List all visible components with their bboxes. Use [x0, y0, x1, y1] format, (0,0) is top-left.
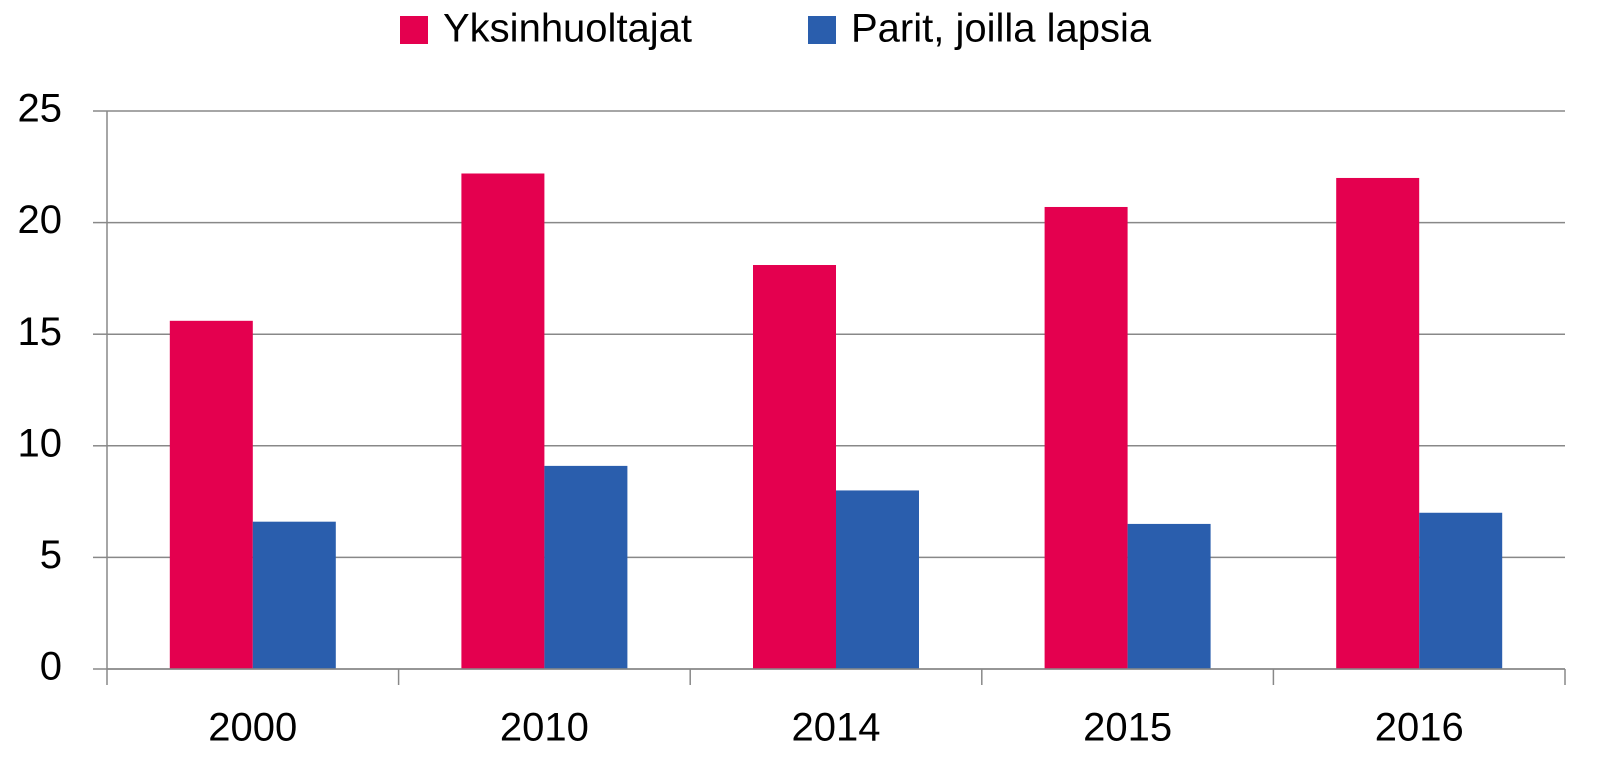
bar: [753, 265, 836, 669]
bar: [1127, 523, 1211, 669]
x-tick-label: 2015: [1083, 706, 1172, 750]
legend-swatch: [808, 16, 836, 44]
x-tick-label: 2010: [500, 706, 589, 750]
y-tick-label: 0: [40, 645, 62, 689]
bar: [836, 490, 919, 669]
legend-swatch: [400, 16, 428, 44]
bar: [252, 521, 336, 669]
legend-label: Parit, joilla lapsia: [851, 7, 1152, 51]
bar: [544, 465, 628, 669]
x-tick-label: 2000: [208, 706, 297, 750]
bar: [461, 173, 545, 669]
y-tick-label: 5: [40, 533, 62, 577]
y-tick-label: 20: [18, 198, 63, 242]
x-tick-label: 2016: [1375, 706, 1464, 750]
y-tick-label: 25: [18, 87, 63, 131]
bar: [169, 320, 253, 669]
x-tick-label: 2014: [792, 706, 881, 750]
y-tick-label: 10: [18, 421, 63, 465]
legend-label: Yksinhuoltajat: [443, 7, 692, 51]
bar: [1419, 512, 1503, 669]
bar: [1336, 177, 1420, 669]
y-tick-label: 15: [18, 310, 63, 354]
bar: [1044, 206, 1128, 669]
